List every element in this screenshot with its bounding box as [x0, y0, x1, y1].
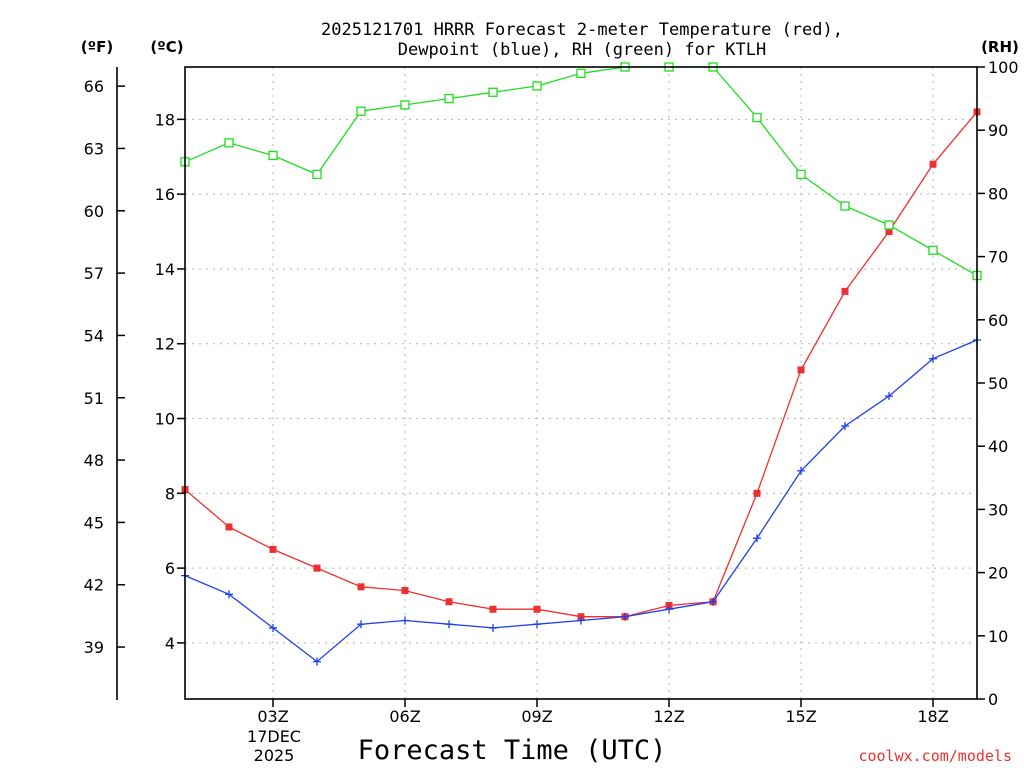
rh-point — [488, 87, 498, 97]
rh-tick-label: 50 — [988, 374, 1008, 393]
dewpoint-point — [269, 623, 277, 632]
credit-text: coolwx.com/models — [858, 747, 1012, 765]
celsius-tick-label: 8 — [165, 484, 175, 503]
rh-tick-label: 20 — [988, 564, 1008, 583]
temperature-point — [225, 523, 233, 531]
temperature-point — [929, 160, 937, 168]
rh-point — [840, 201, 850, 211]
rh-tick-label: 90 — [988, 121, 1008, 140]
fahrenheit-tick-label: 57 — [84, 264, 104, 283]
date-label-year: 2025 — [254, 746, 295, 765]
dewpoint-point — [665, 605, 673, 614]
fahrenheit-tick-label: 48 — [84, 451, 104, 470]
dewpoint-point — [489, 623, 497, 632]
celsius-tick-label: 18 — [155, 110, 175, 129]
temperature-point — [797, 366, 805, 374]
dewpoint-point — [313, 657, 321, 666]
rh-tick-label: 70 — [988, 248, 1008, 267]
temperature-point — [841, 287, 849, 295]
temperature-point — [885, 228, 893, 236]
chart-title-line-2: Dewpoint (blue), RH (green) for KTLH — [398, 40, 766, 60]
temperature-line — [184, 111, 978, 618]
dewpoint-point — [401, 616, 409, 625]
dewpoint-point — [225, 590, 233, 599]
rh-point — [444, 93, 454, 104]
temperature-point — [357, 583, 365, 591]
rh-line — [184, 66, 978, 277]
celsius-tick-label: 6 — [165, 559, 175, 578]
dewpoint-point — [445, 620, 453, 629]
fahrenheit-tick-label: 51 — [84, 389, 104, 408]
dewpoint-point — [841, 422, 849, 431]
rh-tick-label: 80 — [988, 184, 1008, 203]
dewpoint-point — [357, 620, 365, 629]
temperature-point — [533, 605, 541, 613]
fahrenheit-tick-label: 45 — [84, 513, 104, 532]
x-axis-title: Forecast Time (UTC) — [358, 735, 667, 766]
series-layer — [180, 62, 982, 666]
celsius-tick-label: 4 — [165, 634, 175, 653]
x-tick-label: 12Z — [653, 707, 684, 726]
rh-point — [532, 81, 542, 91]
dewpoint-point — [885, 392, 893, 401]
x-tick-label: 18Z — [917, 707, 948, 726]
x-tick-label: 06Z — [389, 707, 420, 726]
temperature-point — [269, 545, 277, 553]
rh-point — [400, 100, 410, 110]
celsius-tick-label: 10 — [155, 410, 175, 429]
celsius-tick-label: 14 — [155, 260, 175, 279]
dewpoint-point — [797, 466, 805, 475]
rh-point — [752, 112, 762, 123]
fahrenheit-unit-label: (ºF) — [81, 38, 113, 56]
celsius-tick-label: 16 — [155, 185, 175, 204]
rh-point — [928, 245, 938, 255]
axis-ticks: 03Z 06Z 09Z 12Z 15Z 18Z 4 6 8 10 12 14 16 18 39 42 45 48 5… — [84, 58, 1019, 726]
rh-unit-label: (RH) — [981, 38, 1019, 56]
x-tick-label: 15Z — [785, 707, 816, 726]
dewpoint-point — [709, 597, 717, 606]
dewpoint-point — [753, 534, 761, 543]
rh-tick-label: 40 — [988, 437, 1008, 456]
rh-point — [576, 68, 586, 78]
rh-point — [224, 138, 234, 148]
temperature-point — [313, 564, 321, 572]
temperature-point — [489, 605, 497, 613]
dewpoint-point — [621, 612, 629, 621]
dewpoint-point — [533, 620, 541, 629]
rh-point — [884, 220, 894, 230]
temperature-point — [445, 598, 453, 606]
rh-tick-label: 30 — [988, 500, 1008, 519]
rh-point — [268, 150, 278, 161]
rh-tick-label: 100 — [988, 58, 1019, 77]
fahrenheit-tick-label: 60 — [84, 202, 104, 221]
fahrenheit-tick-label: 63 — [84, 139, 104, 158]
rh-point — [312, 169, 322, 180]
dewpoint-point — [929, 354, 937, 363]
celsius-unit-label: (ºC) — [150, 38, 183, 56]
fahrenheit-tick-label: 66 — [84, 77, 104, 96]
celsius-tick-label: 12 — [155, 335, 175, 354]
grid-lines — [185, 67, 977, 699]
plot-frame — [184, 66, 978, 700]
rh-tick-label: 0 — [988, 690, 998, 709]
fahrenheit-tick-label: 42 — [84, 576, 104, 595]
fahrenheit-tick-label: 39 — [84, 638, 104, 657]
temperature-point — [401, 587, 409, 595]
x-tick-label: 09Z — [521, 707, 552, 726]
rh-point — [356, 106, 366, 116]
temperature-point — [753, 489, 761, 497]
x-tick-label: 03Z — [257, 707, 288, 726]
fahrenheit-tick-label: 54 — [84, 326, 104, 345]
dewpoint-point — [577, 616, 585, 625]
date-label-day: 17DEC — [247, 727, 301, 746]
rh-tick-label: 60 — [988, 311, 1008, 330]
rh-tick-label: 10 — [988, 627, 1008, 646]
rh-point — [796, 169, 806, 180]
chart-title-line-1: 2025121701 HRRR Forecast 2-meter Tempera… — [321, 20, 843, 40]
